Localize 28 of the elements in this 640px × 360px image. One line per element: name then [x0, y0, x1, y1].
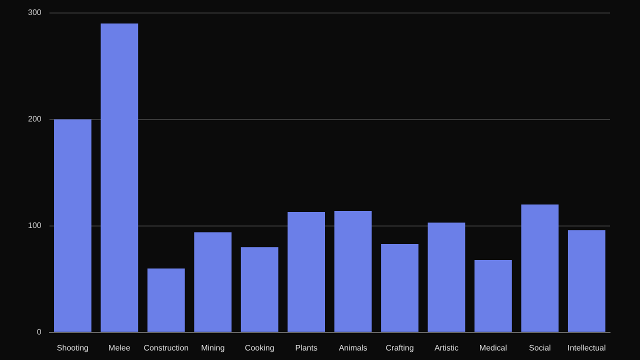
bar: [100, 23, 138, 332]
x-tick-label: Construction: [144, 343, 189, 352]
bar: [147, 268, 185, 332]
bar: [54, 119, 92, 332]
x-tick-label: Cooking: [244, 343, 274, 352]
y-tick-label: 100: [28, 221, 42, 230]
x-tick-label: Mining: [201, 343, 225, 352]
bar: [521, 204, 559, 332]
y-tick-label: 300: [28, 8, 42, 18]
bar: [568, 230, 606, 332]
y-tick-label: 200: [28, 114, 42, 124]
bar: [288, 212, 325, 332]
x-tick-label: Shooting: [56, 343, 89, 352]
bar: [428, 222, 466, 332]
x-tick-label: Crafting: [386, 343, 414, 352]
y-tick-label: 0: [36, 328, 42, 337]
x-tick-label: Plants: [295, 343, 318, 352]
bar: [334, 210, 372, 332]
x-tick-label: Intellectual: [568, 343, 606, 352]
bar: [194, 232, 232, 332]
bar: [240, 247, 278, 332]
x-tick-label: Artistic: [434, 343, 458, 352]
x-tick-label: Animals: [338, 343, 368, 352]
bar: [381, 244, 418, 332]
x-tick-label: Medical: [479, 343, 508, 352]
bar: [474, 260, 512, 332]
x-tick-label: Melee: [108, 343, 131, 352]
x-tick-label: Social: [529, 343, 552, 352]
